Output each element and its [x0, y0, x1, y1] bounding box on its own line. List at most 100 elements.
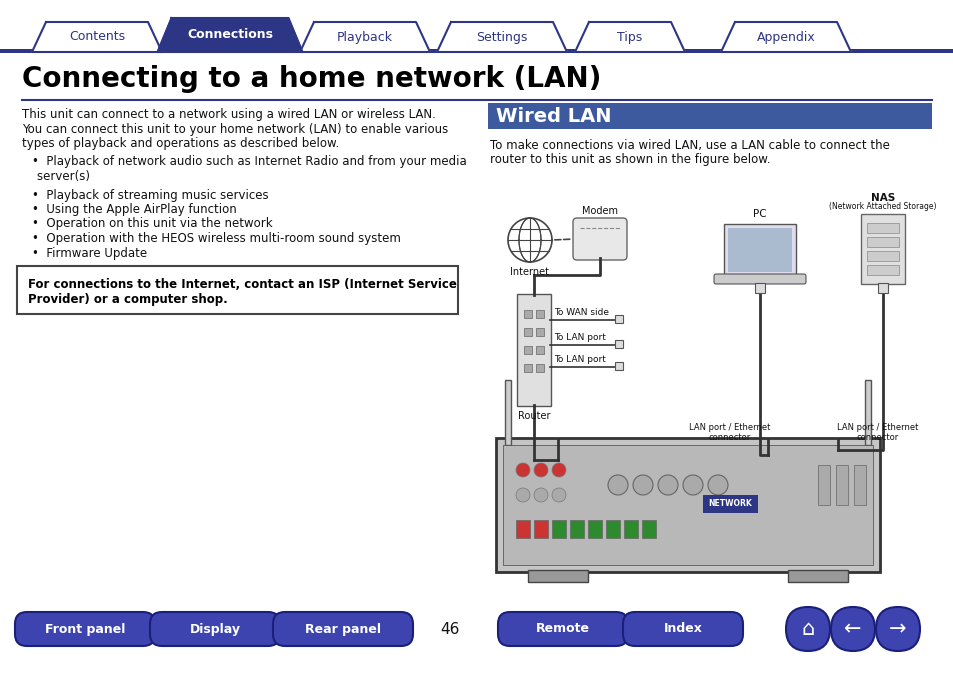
Bar	[536, 310, 543, 318]
FancyBboxPatch shape	[723, 224, 795, 276]
Bar	[516, 520, 530, 538]
Text: •  Firmware Update: • Firmware Update	[32, 246, 147, 260]
Text: server(s): server(s)	[22, 170, 90, 183]
Text: router to this unit as shown in the figure below.: router to this unit as shown in the figu…	[490, 153, 770, 166]
Text: To WAN side: To WAN side	[554, 308, 608, 317]
Bar	[523, 346, 532, 354]
Text: Index: Index	[663, 623, 701, 635]
Text: ←: ←	[843, 619, 861, 639]
FancyBboxPatch shape	[150, 612, 280, 646]
Bar	[605, 520, 619, 538]
Text: Internet: Internet	[510, 267, 549, 277]
Text: Rear panel: Rear panel	[305, 623, 380, 635]
Circle shape	[534, 488, 547, 502]
Text: →: →	[888, 619, 905, 639]
FancyBboxPatch shape	[573, 218, 626, 260]
Text: To LAN port: To LAN port	[554, 333, 605, 342]
Bar	[536, 346, 543, 354]
FancyBboxPatch shape	[861, 214, 904, 284]
Text: To LAN port: To LAN port	[554, 355, 605, 364]
Text: You can connect this unit to your home network (LAN) to enable various: You can connect this unit to your home n…	[22, 122, 448, 135]
Circle shape	[552, 488, 565, 502]
Bar	[488, 103, 931, 129]
Text: LAN port / Ethernet: LAN port / Ethernet	[689, 423, 770, 432]
Text: •  Using the Apple AirPlay function: • Using the Apple AirPlay function	[32, 203, 236, 216]
Bar	[534, 520, 547, 538]
Bar	[866, 251, 898, 261]
Text: Remote: Remote	[536, 623, 589, 635]
Bar	[623, 520, 638, 538]
Text: NAS: NAS	[870, 193, 894, 203]
Bar	[504, 380, 511, 445]
Polygon shape	[32, 22, 162, 52]
Circle shape	[516, 488, 530, 502]
Text: Display: Display	[190, 623, 240, 635]
Text: Contents: Contents	[69, 30, 125, 44]
Text: (Network Attached Storage): (Network Attached Storage)	[828, 202, 936, 211]
FancyBboxPatch shape	[875, 607, 919, 651]
Text: •  Playback of network audio such as Internet Radio and from your media: • Playback of network audio such as Inte…	[32, 155, 466, 168]
Circle shape	[607, 475, 627, 495]
Text: •  Operation with the HEOS wireless multi-room sound system: • Operation with the HEOS wireless multi…	[32, 232, 400, 245]
Polygon shape	[299, 22, 430, 52]
Text: Appendix: Appendix	[756, 30, 815, 44]
Bar	[502, 445, 872, 565]
Bar	[641, 520, 656, 538]
Bar	[615, 315, 622, 323]
FancyBboxPatch shape	[713, 274, 805, 284]
Text: Wired LAN: Wired LAN	[496, 106, 611, 125]
Bar	[0, 49, 953, 53]
Text: •  Playback of streaming music services: • Playback of streaming music services	[32, 188, 269, 201]
Bar	[866, 265, 898, 275]
Text: Front panel: Front panel	[45, 623, 125, 635]
Text: 46: 46	[440, 621, 459, 637]
Text: Connecting to a home network (LAN): Connecting to a home network (LAN)	[22, 65, 600, 93]
Bar	[615, 362, 622, 370]
Circle shape	[552, 463, 565, 477]
Text: •  Operation on this unit via the network: • Operation on this unit via the network	[32, 217, 273, 230]
Bar	[835, 465, 847, 505]
Bar	[864, 380, 870, 445]
FancyBboxPatch shape	[17, 266, 457, 314]
Bar	[523, 310, 532, 318]
Circle shape	[516, 463, 530, 477]
Text: types of playback and operations as described below.: types of playback and operations as desc…	[22, 137, 339, 150]
Bar	[523, 364, 532, 372]
Bar	[817, 465, 829, 505]
FancyBboxPatch shape	[496, 438, 879, 572]
Text: connector: connector	[708, 433, 750, 442]
Text: Provider) or a computer shop.: Provider) or a computer shop.	[28, 293, 228, 306]
FancyBboxPatch shape	[830, 607, 874, 651]
Polygon shape	[157, 18, 302, 52]
Bar	[552, 520, 565, 538]
Text: Settings: Settings	[476, 30, 527, 44]
Bar	[523, 328, 532, 336]
Bar	[727, 228, 791, 272]
Text: ⌂: ⌂	[801, 619, 814, 639]
Bar	[527, 570, 587, 582]
FancyBboxPatch shape	[785, 607, 829, 651]
Text: LAN port / Ethernet: LAN port / Ethernet	[837, 423, 918, 432]
Bar	[536, 328, 543, 336]
Text: This unit can connect to a network using a wired LAN or wireless LAN.: This unit can connect to a network using…	[22, 108, 436, 121]
Bar	[787, 570, 847, 582]
Bar	[754, 283, 764, 293]
Bar	[615, 340, 622, 348]
Text: NETWORK: NETWORK	[707, 499, 751, 509]
Circle shape	[707, 475, 727, 495]
Text: For connections to the Internet, contact an ISP (Internet Service: For connections to the Internet, contact…	[28, 278, 456, 291]
Circle shape	[534, 463, 547, 477]
FancyBboxPatch shape	[622, 612, 742, 646]
Polygon shape	[436, 22, 566, 52]
FancyBboxPatch shape	[273, 612, 413, 646]
Text: Tips: Tips	[617, 30, 642, 44]
Bar	[569, 520, 583, 538]
Circle shape	[658, 475, 678, 495]
Circle shape	[633, 475, 652, 495]
Polygon shape	[720, 22, 850, 52]
Text: Modem: Modem	[581, 206, 618, 216]
Text: Connections: Connections	[187, 28, 273, 42]
Bar	[702, 495, 758, 513]
FancyBboxPatch shape	[15, 612, 154, 646]
Circle shape	[682, 475, 702, 495]
